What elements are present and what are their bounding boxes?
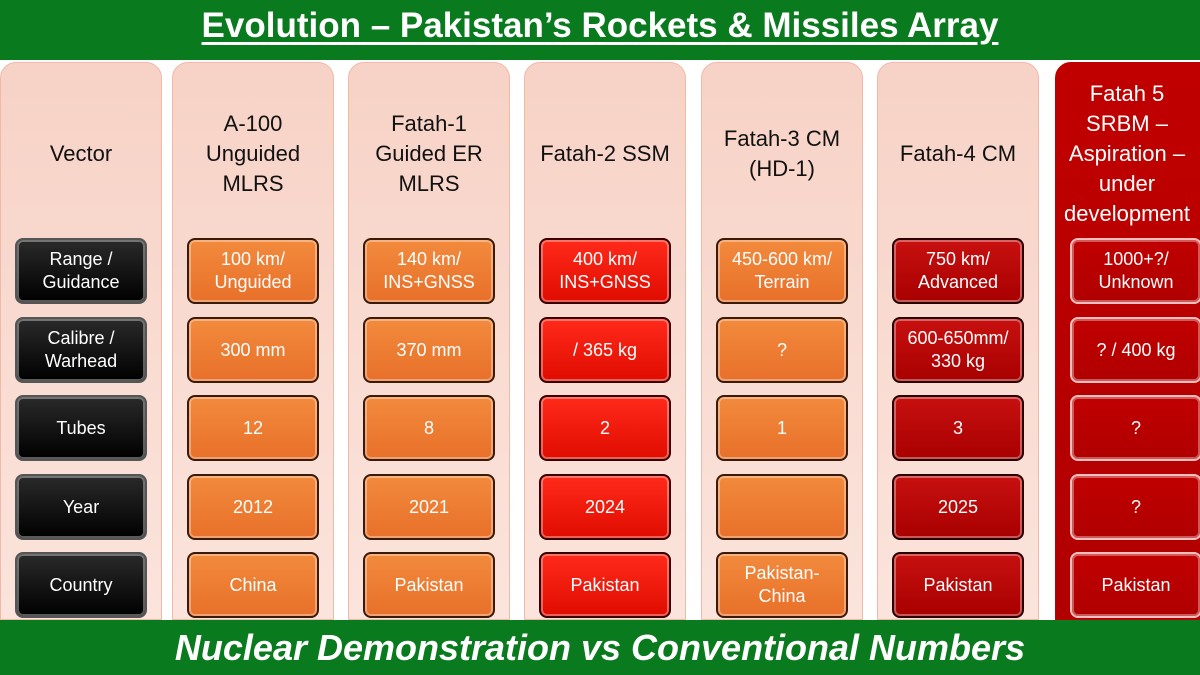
row-label: Tubes	[15, 395, 147, 461]
footer-text: Nuclear Demonstration vs Conventional Nu…	[174, 627, 1026, 668]
row-label: Year	[15, 474, 147, 540]
table-cell: Pakistan	[539, 552, 671, 618]
table-column: Fatah-4 CM 750 km/ Advanced 600-650mm/ 330…	[877, 62, 1039, 620]
column-header: Fatah-3 CM (HD-1)	[723, 126, 841, 181]
table-cell: 140 km/ INS+GNSS	[363, 238, 495, 304]
table-cell: 2024	[539, 474, 671, 540]
table-cell: 450-600 km/ Terrain	[716, 238, 848, 304]
table-cell: 8	[363, 395, 495, 461]
table-cell: 300 mm	[187, 317, 319, 383]
table-cell	[716, 474, 848, 540]
table-cell: Pakistan	[892, 552, 1024, 618]
table-column: Fatah-3 CM (HD-1) 450-600 km/ Terrain? 1 Pa…	[701, 62, 863, 620]
column-header: Fatah-1 Guided ER MLRS	[375, 111, 483, 196]
table-cell: Pakistan- China	[716, 552, 848, 618]
table-cell: China	[187, 552, 319, 618]
header-band	[0, 0, 1200, 60]
table-cell: Pakistan	[363, 552, 495, 618]
table-cell: 370 mm	[363, 317, 495, 383]
table-cell: / 365 kg	[539, 317, 671, 383]
table-column: A-100 Unguided MLRS 100 km/ Unguided 300 m…	[172, 62, 334, 620]
row-label: Country	[15, 552, 147, 618]
row-label: Range / Guidance	[15, 238, 147, 304]
row-header: Vector	[49, 141, 113, 166]
table-cell: 100 km/ Unguided	[187, 238, 319, 304]
table-cell: ? / 400 kg	[1070, 317, 1200, 383]
table-column: Fatah 5 SRBM – Aspiration – under develo…	[1055, 62, 1200, 620]
column-header: A-100 Unguided MLRS	[205, 111, 301, 196]
table-cell: Pakistan	[1070, 552, 1200, 618]
row-label: Calibre / Warhead	[15, 317, 147, 383]
table-cell: 600-650mm/ 330 kg	[892, 317, 1024, 383]
table-cell: 750 km/ Advanced	[892, 238, 1024, 304]
column-header: Fatah 5 SRBM – Aspiration – under develo…	[1064, 81, 1190, 226]
footer-band	[0, 620, 1200, 675]
table-cell: 2	[539, 395, 671, 461]
table-cell: 2021	[363, 474, 495, 540]
column-header-box: Fatah 5 SRBM – Aspiration – under develo…	[1056, 71, 1200, 237]
table-column: Fatah-1 Guided ER MLRS 140 km/ INS+GNSS 37…	[348, 62, 510, 620]
table-column: Vector Range / Guidance Calibre / Warhead T…	[0, 62, 162, 620]
table-cell: ?	[716, 317, 848, 383]
column-header: Fatah-4 CM	[899, 141, 1017, 166]
column-header: Fatah-2 SSM	[540, 141, 670, 166]
table-cell: 400 km/ INS+GNSS	[539, 238, 671, 304]
table-column: Fatah-2 SSM 400 km/ INS+GNSS / 365 kg 2 2024…	[524, 62, 686, 620]
table-cell: 3	[892, 395, 1024, 461]
title: Evolution – Pakistan’s Rockets & Missile…	[201, 6, 999, 45]
table-cell: ?	[1070, 474, 1200, 540]
table-cell: 1000+?/ Unknown	[1070, 238, 1200, 304]
table-cell: 2012	[187, 474, 319, 540]
table-cell: 2025	[892, 474, 1024, 540]
table-cell: 1	[716, 395, 848, 461]
table-cell: ?	[1070, 395, 1200, 461]
table-cell: 12	[187, 395, 319, 461]
